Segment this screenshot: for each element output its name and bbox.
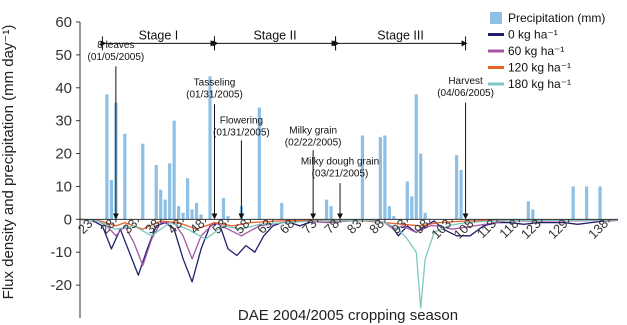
precipitation-bar [531,209,535,220]
x-axis-title: DAE 2004/2005 cropping season [238,307,458,324]
legend-swatch-box [490,12,502,24]
precipitation-bar [405,181,409,220]
precipitation-bar [378,137,382,220]
y-tick-label: -20 [50,277,72,294]
precipitation-bar [141,143,145,220]
precipitation-bar [414,94,418,220]
legend-label: 0 kg ha⁻¹ [508,28,558,42]
precipitation-bar [571,186,575,220]
annotation-label: Harvest [448,76,483,87]
legend-label: 180 kg ha⁻¹ [508,77,571,91]
precipitation-bar [226,216,230,220]
annotation-label: (01/05/2005) [88,52,145,63]
flux-lines [79,218,619,309]
annotation-label: (01/31/2005) [213,127,270,138]
precipitation-bar [185,178,190,220]
stage-label: Stage III [377,28,424,42]
precipitation-bar [383,135,387,220]
annotation-label: Milky dough grain [301,157,379,168]
precipitation-bar [410,196,414,220]
precipitation-bar [190,209,194,220]
precipitation-bar [154,165,158,220]
legend-label: Precipitation (mm) [508,11,605,25]
annotation-label: (01/31/2005) [186,90,243,101]
annotation-label: (03/21/2005) [312,169,369,180]
stage-label: Stage II [253,28,296,42]
precipitation-bar [419,153,423,220]
precipitation-bar [105,94,109,220]
precipitation-bar [199,214,203,220]
precipitation-bar [423,212,427,220]
y-tick-label: 10 [55,178,72,195]
flux-line-3 [79,218,619,309]
stage-label: Stage I [139,28,179,42]
precipitation-bar [168,163,172,220]
annotation-label: (04/06/2005) [437,88,494,99]
y-tick-label: -10 [50,244,72,261]
precipitation-bar [172,120,176,220]
flux-line-2 [79,218,619,230]
precipitation-bar [324,199,329,220]
precipitation-bar [392,216,396,220]
precipitation-bar [387,206,391,220]
precipitation-bar [208,76,212,220]
precipitation-bar [280,202,284,220]
y-tick-label: 60 [55,14,72,31]
y-tick-label: 40 [55,80,72,97]
annotation-label: (02/22/2005) [285,137,342,148]
precipitation-bar [598,186,602,220]
precipitation-bar [181,212,185,220]
precipitation-bar [123,133,127,220]
annotation-label: Tasseling [194,78,236,89]
annotation-label: Milky grain [289,125,337,136]
precipitation-bar [109,179,113,220]
chart-legend: Precipitation (mm) 0 kg ha⁻¹ 60 kg ha⁻¹ 120… [488,11,605,91]
precipitation-bar [159,189,163,220]
y-tick-label: 20 [55,146,72,163]
legend-label: 120 kg ha⁻¹ [508,61,571,75]
flux-line-1 [79,218,619,267]
precipitation-bar [221,197,226,220]
precipitation-bar [585,186,589,220]
precipitation-bar [454,155,459,220]
precipitation-bar [163,199,167,220]
precipitation-bars [105,76,602,220]
precipitation-bar [329,206,333,220]
stage-brackets: Stage I Stage II Stage III [100,28,468,51]
phenology-annotations: 8 leaves(01/05/2005)Tasseling(01/31/2005… [88,40,494,220]
precipitation-bar [459,170,463,220]
y-tick-label: 30 [55,113,72,130]
annotation-label: Flowering [220,115,263,126]
y-axis-title: Flux density and precipitation (mm day⁻¹… [0,25,17,300]
y-tick-label: 0 [64,211,72,228]
precipitation-bar [194,202,199,220]
legend-label: 60 kg ha⁻¹ [508,44,564,58]
precipitation-bar [360,135,365,220]
y-tick-label: 50 [55,47,72,64]
precipitation-bar [177,206,181,220]
precipitation-bar [526,201,530,220]
precipitation-bar [257,107,261,220]
